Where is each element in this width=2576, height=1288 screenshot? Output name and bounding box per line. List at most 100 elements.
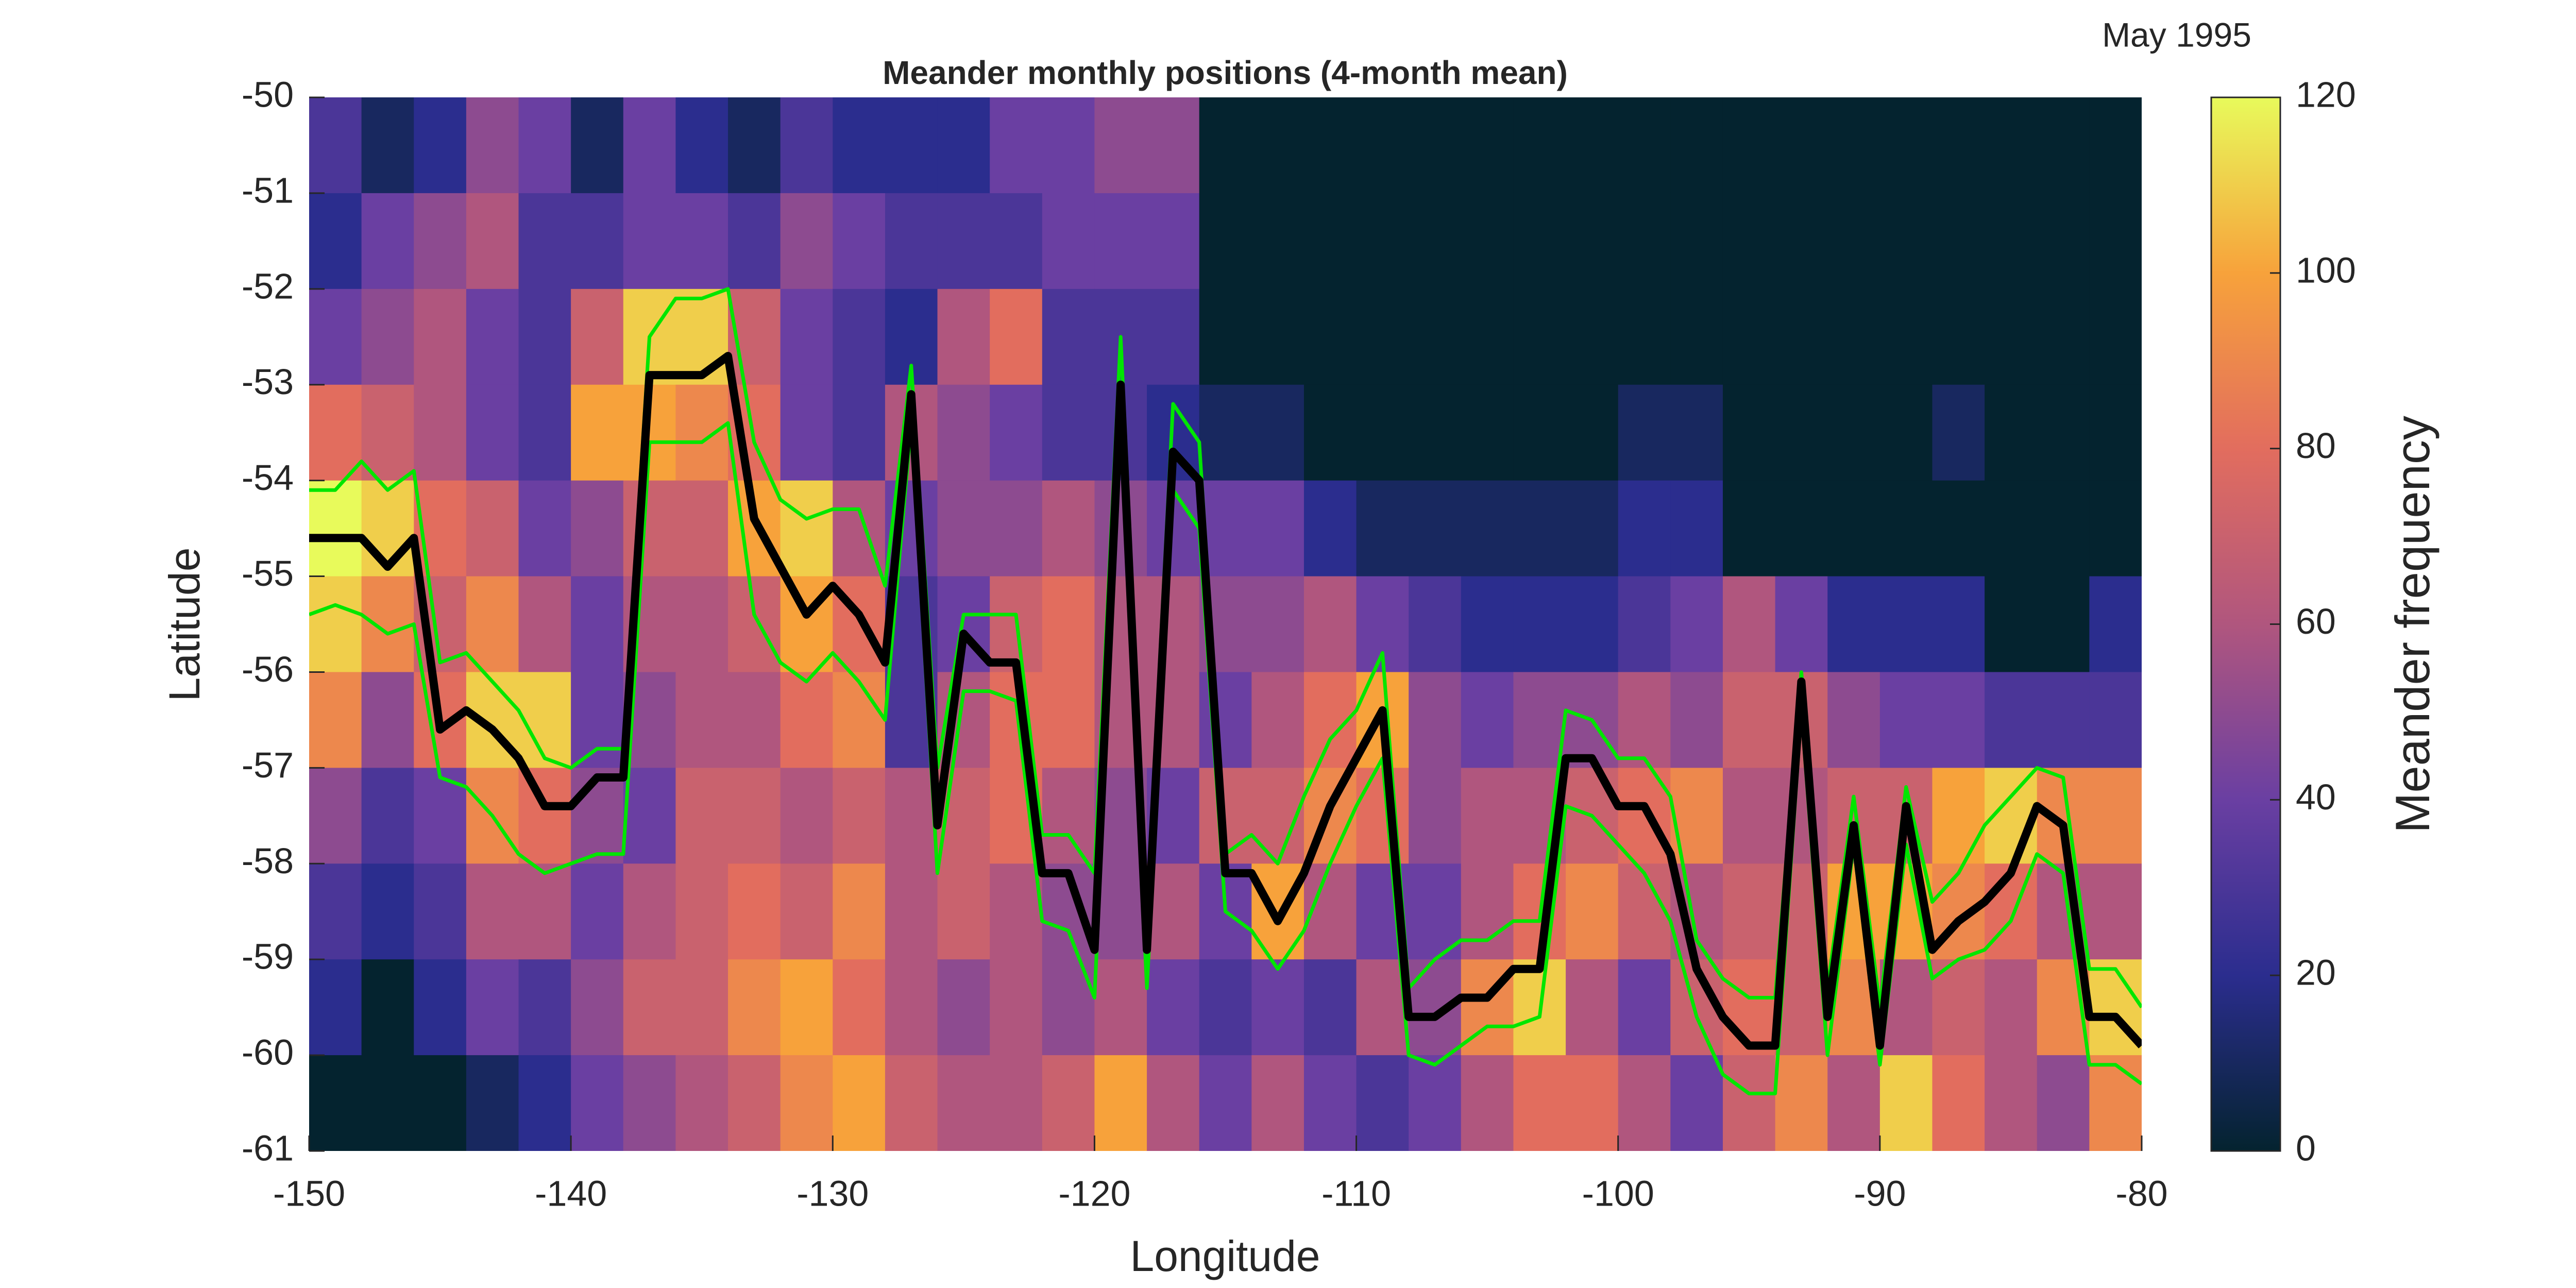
heatmap-cell	[675, 193, 728, 290]
heatmap-cell	[1094, 193, 1147, 290]
heatmap-cell	[361, 672, 414, 768]
y-tick-label: -60	[242, 1032, 294, 1073]
heatmap-cell	[675, 97, 728, 194]
x-tick-label: -90	[1854, 1173, 1906, 1213]
heatmap-cell	[1722, 97, 1776, 194]
x-tick-label: -140	[535, 1173, 607, 1213]
heatmap-cell	[518, 289, 571, 385]
heatmap-cell	[833, 193, 886, 290]
heatmap-cell	[675, 289, 728, 385]
heatmap-cell	[1251, 1055, 1304, 1151]
heatmap-cell	[1199, 193, 1252, 290]
heatmap-cell	[414, 1055, 467, 1151]
heatmap-cell	[623, 193, 676, 290]
heatmap-cell	[571, 480, 624, 577]
heatmap-cell	[1147, 959, 1200, 1056]
heatmap-cell	[2089, 1055, 2142, 1151]
heatmap-cell	[2089, 384, 2142, 481]
heatmap-cell	[1670, 480, 1723, 577]
heatmap-cell	[1461, 97, 1514, 194]
heatmap-cell	[780, 289, 833, 385]
heatmap-cell	[1409, 768, 1462, 864]
heatmap-cell	[1461, 576, 1514, 672]
heatmap-cell	[2037, 480, 2090, 577]
heatmap-cell	[1566, 289, 1619, 385]
heatmap-cell	[2089, 97, 2142, 194]
heatmap-cell	[518, 863, 571, 960]
heatmap-cell	[1985, 480, 2038, 577]
heatmap-cell	[1461, 480, 1514, 577]
heatmap-cell	[361, 768, 414, 864]
heatmap-cell	[1566, 384, 1619, 481]
heatmap-cell	[1985, 193, 2038, 290]
heatmap-cell	[1670, 1055, 1723, 1151]
heatmap-cell	[309, 193, 362, 290]
heatmap-cell	[780, 768, 833, 864]
heatmap-cell	[937, 959, 990, 1056]
heatmap-cell	[1409, 1055, 1462, 1151]
heatmap-cell	[1827, 1055, 1880, 1151]
heatmap-cell	[1775, 384, 1828, 481]
x-tick-label: -130	[796, 1173, 869, 1213]
heatmap-cell	[1722, 1055, 1776, 1151]
heatmap-cell	[1566, 576, 1619, 672]
heatmap-cell	[466, 289, 519, 385]
heatmap-cell	[885, 97, 938, 194]
heatmap-cell	[1513, 480, 1566, 577]
heatmap-cell	[1042, 384, 1095, 481]
heatmap-cell	[1251, 576, 1304, 672]
heatmap-cell	[1513, 384, 1566, 481]
heatmap-cell	[1618, 193, 1671, 290]
heatmap-cell	[518, 959, 571, 1056]
heatmap-cell	[466, 384, 519, 481]
heatmap-cell	[1932, 959, 1985, 1056]
heatmap-cell	[728, 97, 781, 194]
heatmap-cell	[1932, 97, 1985, 194]
heatmap-cell	[1356, 768, 1409, 864]
heatmap-cell	[1566, 863, 1619, 960]
heatmap-cell	[1251, 193, 1304, 290]
heatmap-cell	[1251, 959, 1304, 1056]
heatmap-cell	[675, 384, 728, 481]
heatmap-cell	[1513, 672, 1566, 768]
heatmap-cell	[1094, 576, 1147, 672]
heatmap-cell	[780, 959, 833, 1056]
heatmap-cell	[1932, 289, 1985, 385]
heatmap-cell	[1879, 1055, 1933, 1151]
heatmap-cell	[2089, 576, 2142, 672]
heatmap-cell	[1461, 193, 1514, 290]
heatmap-cell	[1879, 480, 1933, 577]
heatmap-cell	[990, 289, 1043, 385]
y-tick-label: -52	[242, 266, 294, 306]
heatmap-cell	[1461, 289, 1514, 385]
heatmap-cell	[1775, 768, 1828, 864]
heatmap-cell	[1094, 480, 1147, 577]
heatmap-cell	[1251, 384, 1304, 481]
heatmap-cell	[1147, 97, 1200, 194]
heatmap-cell	[1094, 863, 1147, 960]
heatmap-cell	[675, 672, 728, 768]
heatmap-cell	[414, 289, 467, 385]
heatmap-cell	[1722, 863, 1776, 960]
heatmap-cell	[414, 193, 467, 290]
heatmap-cell	[885, 768, 938, 864]
heatmap-cell	[1879, 97, 1933, 194]
heatmap-cell	[1199, 672, 1252, 768]
heatmap-cell	[885, 863, 938, 960]
heatmap-cell	[833, 768, 886, 864]
heatmap-cell	[1461, 863, 1514, 960]
heatmap-cell	[780, 97, 833, 194]
meander-line	[309, 352, 2142, 1050]
heatmap-cell	[466, 863, 519, 960]
y-tick-label: -51	[242, 170, 294, 210]
heatmap-cell	[414, 384, 467, 481]
heatmap-cell	[1147, 863, 1200, 960]
heatmap-cell	[1775, 193, 1828, 290]
heatmap-cell	[2037, 672, 2090, 768]
heatmap-cell	[1618, 384, 1671, 481]
heatmap-cell	[1303, 384, 1357, 481]
heatmap-cell	[309, 480, 362, 577]
heatmap-cell	[1618, 576, 1671, 672]
heatmap-cell	[937, 1055, 990, 1151]
heatmap-cell	[780, 193, 833, 290]
